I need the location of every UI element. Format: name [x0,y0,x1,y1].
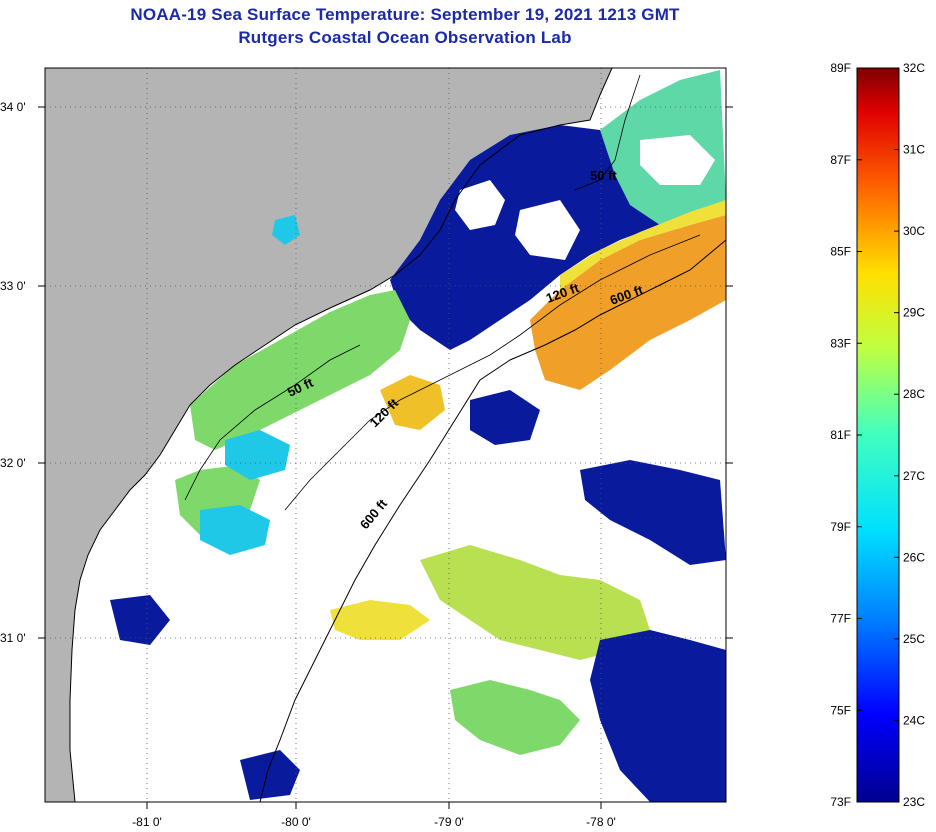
colorbar-label-f: 75F [830,703,851,717]
colorbar-label-f: 81F [830,428,851,442]
colorbar-label-c: 31C [903,143,925,157]
lat-label-33: 33 0' [0,279,26,293]
sst-blue-mid [470,390,540,445]
colorbar-label-f: 85F [830,245,851,259]
colorbar-label-f: 77F [830,612,851,626]
cloud-blob-3 [640,135,715,185]
lat-label-34: 34 0' [0,100,26,114]
sst-hot-region [530,215,726,390]
sst-yellow-fringe [560,200,726,290]
sst-cyan-patch-2 [200,505,270,555]
colorbar-label-c: 23C [903,795,925,809]
cloud-blob-1 [455,180,505,230]
sst-green-coastal [190,290,410,450]
sst-blue-south [240,750,300,800]
sst-cyan-patch-1 [225,430,290,480]
isobath-120ft [284,234,701,511]
sst-cyan-patch-3 [272,215,300,245]
isobath-50ft [184,74,641,501]
isobath-600ft [259,239,726,802]
lon-label-79: -79 0' [434,815,464,829]
colorbar [856,67,900,803]
lat-label-31: 31 0' [0,631,26,645]
contour-label-50ft-ne: 50 ft [590,168,617,183]
lon-label-81: -81 0' [132,815,162,829]
sst-blue-east-1 [580,460,726,565]
sst-south-yellow-2 [330,600,430,640]
colorbar-ticks: 89F 87F 85F 83F 81F 79F 77F 75F 73F 32C 31C 30C 29C 2… [830,61,925,809]
map-title: NOAA-19 Sea Surface Temperature: Septemb… [130,5,680,24]
colorbar-label-c: 28C [903,387,925,401]
map-subtitle: Rutgers Coastal Ocean Observation Lab [238,28,572,47]
colorbar-label-c: 24C [903,713,925,727]
colorbar-label-f: 87F [830,153,851,167]
colorbar-label-f: 79F [830,520,851,534]
lat-label-32: 32 0' [0,456,26,470]
lon-label-80: -80 0' [281,815,311,829]
colorbar-label-f: 89F [830,61,851,75]
colorbar-label-c: 26C [903,550,925,564]
graticule [45,68,726,802]
map-frame-content: 50 ft 120 ft 600 ft 50 ft 120 ft 600 ft [45,68,726,802]
colorbar-label-c: 30C [903,224,925,238]
sst-south-green-2 [450,680,580,755]
colorbar-label-c: 27C [903,469,925,483]
colorbar-label-f: 73F [830,795,851,809]
sst-south-field [420,545,650,660]
colorbar-label-f: 83F [830,336,851,350]
colorbar-label-c: 32C [903,61,925,75]
sst-blue-east-2 [590,630,726,802]
sst-blue-west [110,595,170,645]
colorbar-label-c: 25C [903,632,925,646]
sst-yellow-mid [380,375,445,430]
land-mass [45,68,612,802]
colorbar-label-c: 29C [903,306,925,320]
lon-label-78: -78 0' [586,815,616,829]
axis-ticks [38,106,733,809]
coastline [69,68,613,802]
map-frame [44,67,727,803]
cloud-blob-2 [515,200,580,260]
